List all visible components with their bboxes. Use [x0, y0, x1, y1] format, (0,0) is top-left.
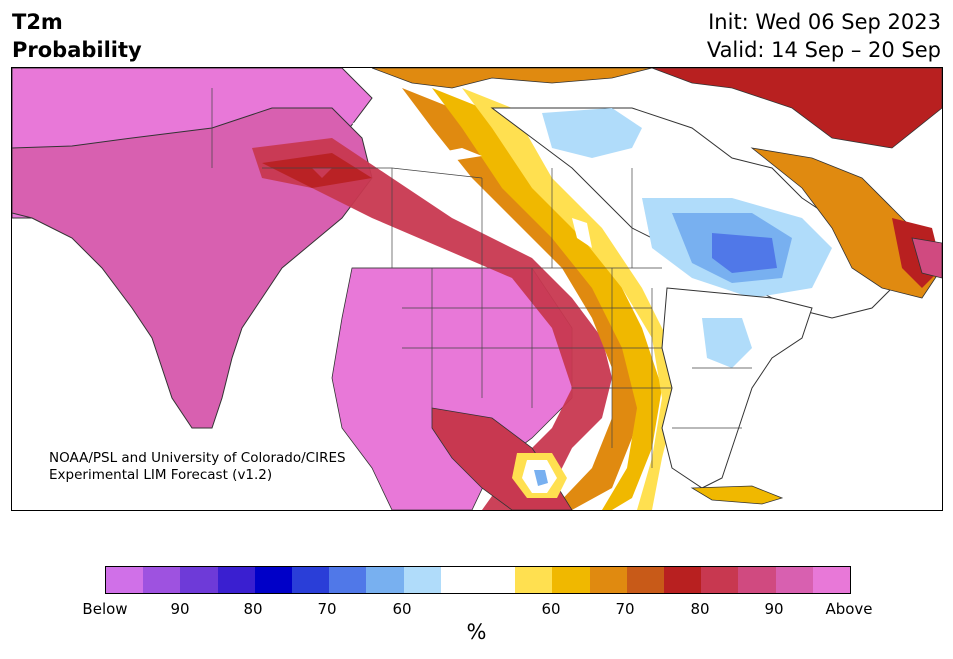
- colorbar-tick-label: 80: [243, 600, 263, 618]
- colorbar-tick-label: Below: [82, 600, 128, 618]
- colorbar-tick-label: 70: [317, 600, 337, 618]
- colorbar-swatch: [552, 567, 590, 593]
- land-alaska-coast: [12, 107, 373, 429]
- colorbar-tick-label: 70: [615, 600, 635, 618]
- valid-range: Valid: 14 Sep – 20 Sep: [706, 38, 941, 62]
- credit-line-2: Experimental LIM Forecast (v1.2): [49, 467, 273, 483]
- colorbar-swatch: [143, 567, 181, 593]
- band-below-50-ohio: [702, 318, 752, 368]
- colorbar-swatch: [515, 567, 553, 593]
- band-below-50-north: [542, 108, 642, 158]
- band-above-60: [402, 88, 642, 510]
- band-above-50: [462, 88, 677, 510]
- colorbar-unit: %: [466, 620, 487, 644]
- init-date: Init: Wed 06 Sep 2023: [708, 10, 941, 34]
- band-atlantic: [750, 147, 942, 299]
- colorbar-swatch: [812, 567, 851, 593]
- colorbar-swatch: [217, 567, 255, 593]
- colorbar-swatch: [775, 567, 813, 593]
- borders: [211, 88, 752, 468]
- band-arctic-orange: [371, 68, 653, 89]
- colorbar-tick-label: 90: [764, 600, 784, 618]
- colorbar-swatch: [478, 567, 516, 593]
- land-eastern-us: [661, 287, 813, 489]
- band-newfoundland: [911, 237, 942, 279]
- colorbar-tick-label: 60: [392, 600, 412, 618]
- colorbar-swatch: [329, 567, 367, 593]
- colorbar-swatch: [626, 567, 665, 593]
- colorbar-tick-label: 60: [541, 600, 561, 618]
- colorbar-tick-label: 80: [690, 600, 710, 618]
- band-arctic-red: [651, 68, 942, 149]
- map-canvas: [12, 68, 942, 510]
- colorbar-ticks: Below 90 80 70 60 60 70 80 90 Above: [0, 600, 953, 620]
- colorbar: [105, 566, 851, 594]
- band-above-55: [432, 88, 662, 510]
- colorbar-swatch: [106, 567, 144, 593]
- colorbar-swatch: [403, 567, 441, 593]
- colorbar-swatch: [366, 567, 404, 593]
- colorbar-swatch: [254, 567, 293, 593]
- forecast-dates: Init: Wed 06 Sep 2023 Valid: 14 Sep – 20…: [707, 8, 941, 64]
- credit-text: NOAA/PSL and University of Colorado/CIRE…: [49, 450, 346, 484]
- title-quantity: Probability: [12, 38, 142, 62]
- band-above-70: [262, 153, 372, 188]
- colorbar-swatch: [180, 567, 218, 593]
- colorbar-tick-label: Above: [825, 600, 873, 618]
- probability-map: [11, 67, 943, 511]
- colorbar-swatch: [292, 567, 330, 593]
- band-mexico-blue: [534, 470, 548, 486]
- colorbar-tick-label: 90: [170, 600, 190, 618]
- map-title: T2m Probability: [12, 8, 142, 64]
- land-cuba: [690, 485, 784, 505]
- colorbar-swatch: [738, 567, 776, 593]
- colorbar-swatch: [589, 567, 627, 593]
- colorbar-swatch: [701, 567, 739, 593]
- colorbar-swatch: [664, 567, 702, 593]
- title-variable: T2m: [12, 10, 63, 34]
- credit-line-1: NOAA/PSL and University of Colorado/CIRE…: [49, 450, 346, 466]
- band-below-70-quebec: [712, 233, 777, 273]
- colorbar-swatch: [440, 567, 479, 593]
